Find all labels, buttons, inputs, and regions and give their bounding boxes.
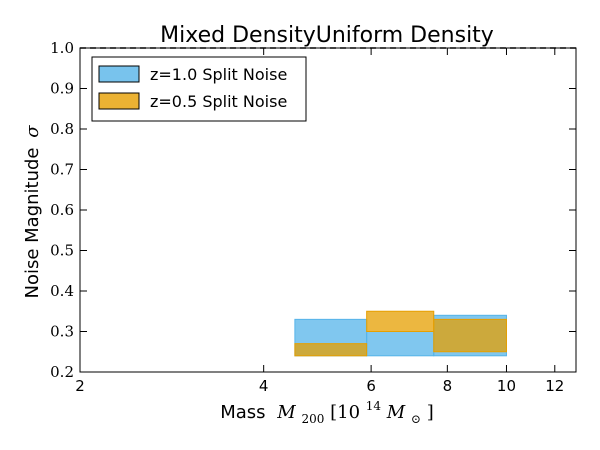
y-axis-label-symbol: σ [22,125,43,138]
y-tick-label-0: 0.2 [50,363,74,381]
ticks-layer: 2 4 6 8 10 12 0.2 0.3 0.4 0.5 0.6 0.7 0.8 0.9 1.0 [50,39,576,395]
x-tick-label-2: 6 [366,377,376,395]
bin-series-1-0 [294,343,368,357]
x-axis-label-bracket-open: [10 [330,402,360,423]
y-axis-label: Noise Magnitude σ [22,125,43,299]
y-tick-label-3: 0.5 [50,242,74,260]
bins-layer [294,310,507,357]
x-tick-label-4: 10 [497,377,516,395]
x-tick-label-3: 8 [443,377,453,395]
x-axis-label-exp: 14 [366,399,382,413]
x-axis-label-math: M [276,402,296,423]
x-tick-label-1: 4 [259,377,269,395]
legend: z=1.0 Split Noise z=0.5 Split Noise [91,56,307,122]
chart-title: Mixed DensityUniform Density [160,23,494,48]
y-tick-label-4: 0.6 [50,201,74,219]
y-axis-label-text: Noise Magnitude [22,148,43,299]
y-tick-label-2: 0.4 [50,282,74,300]
legend-swatch-0 [98,65,140,83]
y-tick-label-1: 0.3 [50,323,74,341]
legend-swatch-1 [98,92,140,110]
x-axis-label: Mass M 200 [10 14 M ⊙ ] [220,394,434,428]
y-tick-label-7: 0.9 [50,80,74,98]
x-axis-label-bracket-close: ] [427,402,434,423]
legend-label-1: z=0.5 Split Noise [150,92,287,111]
bin-series-1-1 [366,310,435,332]
x-axis-label-text: Mass [220,402,265,423]
bin-series-1-2 [433,318,507,353]
x-axis-label-msym: M [386,402,406,423]
x-tick-label-0: 2 [75,377,85,395]
bin-series-0-1 [366,331,435,357]
x-axis-label-sun: ⊙ [411,412,421,426]
y-tick-label-5: 0.7 [50,161,74,179]
legend-label-0: z=1.0 Split Noise [150,65,287,84]
y-tick-label-6: 0.8 [50,120,74,138]
x-tick-label-5: 12 [545,377,564,395]
y-tick-label-8: 1.0 [50,39,74,57]
x-axis-label-sub: 200 [301,412,324,426]
